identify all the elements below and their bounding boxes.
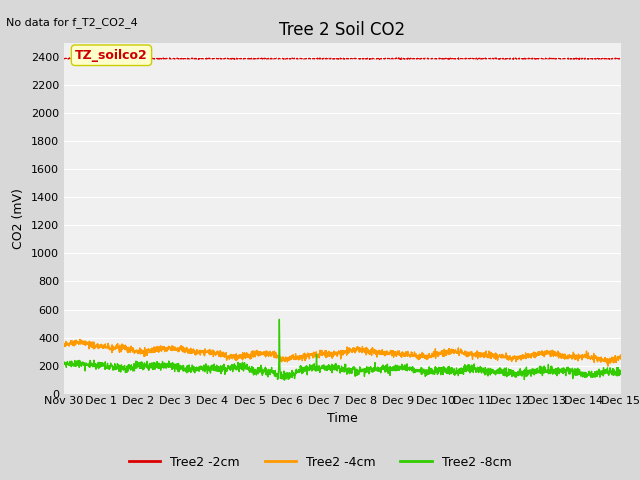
Tree2 -2cm [359, 56, 367, 62]
Tree2 -2cm [568, 55, 576, 61]
Tree2 -8cm [505, 366, 513, 372]
Tree2 -8cm [359, 366, 367, 372]
Tree2 -4cm [604, 363, 612, 369]
Text: TZ_soilco2: TZ_soilco2 [75, 49, 148, 62]
Tree2 -8cm [216, 364, 223, 370]
Tree2 -4cm [504, 357, 512, 363]
Tree2 -4cm [617, 352, 625, 358]
Y-axis label: CO2 (mV): CO2 (mV) [12, 188, 26, 249]
Tree2 -4cm [216, 353, 223, 359]
Tree2 -4cm [371, 348, 379, 354]
Tree2 -2cm [371, 56, 379, 61]
Tree2 -4cm [60, 341, 68, 347]
Tree2 -4cm [359, 347, 367, 353]
Tree2 -4cm [584, 353, 591, 359]
Tree2 -4cm [568, 353, 575, 359]
Tree2 -2cm [474, 57, 481, 62]
Line: Tree2 -8cm: Tree2 -8cm [64, 319, 621, 380]
Legend: Tree2 -2cm, Tree2 -4cm, Tree2 -8cm: Tree2 -2cm, Tree2 -4cm, Tree2 -8cm [124, 451, 516, 474]
X-axis label: Time: Time [327, 412, 358, 425]
Tree2 -8cm [275, 316, 283, 322]
Tree2 -8cm [60, 360, 68, 366]
Tree2 -8cm [568, 367, 576, 373]
Tree2 -8cm [371, 360, 379, 365]
Tree2 -2cm [617, 56, 625, 61]
Text: No data for f_T2_CO2_4: No data for f_T2_CO2_4 [6, 17, 138, 28]
Tree2 -2cm [60, 56, 68, 61]
Tree2 -8cm [617, 371, 625, 376]
Title: Tree 2 Soil CO2: Tree 2 Soil CO2 [279, 21, 406, 39]
Tree2 -2cm [161, 55, 169, 60]
Tree2 -8cm [281, 377, 289, 383]
Tree2 -2cm [216, 56, 223, 61]
Line: Tree2 -4cm: Tree2 -4cm [64, 339, 621, 366]
Line: Tree2 -2cm: Tree2 -2cm [64, 58, 621, 60]
Tree2 -2cm [505, 56, 513, 61]
Tree2 -8cm [584, 372, 591, 378]
Tree2 -2cm [584, 56, 591, 62]
Tree2 -4cm [76, 336, 84, 342]
